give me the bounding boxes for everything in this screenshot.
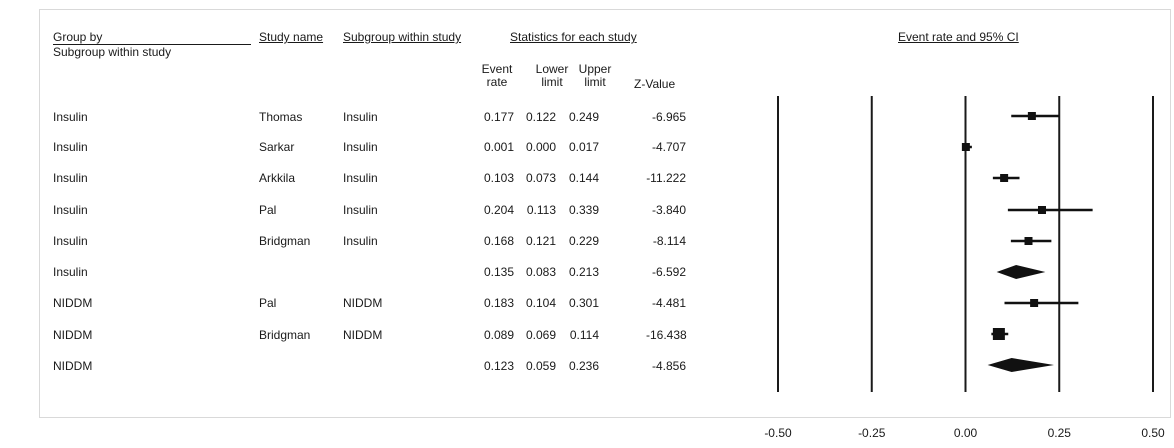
- cell-subgroup: Insulin: [343, 234, 378, 248]
- cell-group: Insulin: [53, 203, 88, 217]
- x-tick-label: 0.00: [954, 426, 978, 440]
- summary-diamond: [987, 358, 1054, 372]
- cell-rate: 0.135: [483, 265, 514, 279]
- cell-z: -16.438: [646, 328, 687, 342]
- cell-subgroup: Insulin: [343, 171, 378, 185]
- x-tick-label: 0.50: [1141, 426, 1165, 440]
- point-marker: [1027, 112, 1036, 120]
- header-study-name: Study name: [259, 30, 324, 44]
- cell-upper: 0.229: [568, 234, 599, 248]
- cell-study: Pal: [259, 296, 277, 310]
- cell-group: NIDDM: [53, 359, 93, 373]
- point-marker: [1030, 299, 1039, 307]
- cell-rate: 0.123: [483, 359, 514, 373]
- cell-z: -3.840: [651, 203, 686, 217]
- header-statistics: Statistics for each study: [510, 30, 637, 44]
- cell-z: -4.856: [651, 359, 686, 373]
- header-event-rate: Event rate: [481, 62, 513, 89]
- cell-rate: 0.204: [483, 203, 514, 217]
- header-subgroup-within-study: Subgroup within study: [343, 30, 462, 44]
- point-marker: [1000, 174, 1009, 182]
- cell-lower: 0.083: [525, 265, 556, 279]
- cell-rate: 0.183: [483, 296, 514, 310]
- cell-group: NIDDM: [53, 296, 93, 310]
- cell-study: Arkkila: [259, 171, 296, 185]
- cell-upper: 0.301: [568, 296, 599, 310]
- cell-upper: 0.144: [568, 171, 599, 185]
- cell-lower: 0.073: [525, 171, 556, 185]
- header-upper-limit: Upper limit: [578, 62, 612, 89]
- header-z-value: Z-Value: [634, 77, 676, 91]
- cell-subgroup: NIDDM: [343, 328, 383, 342]
- point-marker: [961, 143, 970, 151]
- cell-study: Bridgman: [259, 234, 311, 248]
- point-marker: [1038, 206, 1046, 214]
- cell-rate: 0.103: [483, 171, 514, 185]
- cell-subgroup: Insulin: [343, 140, 378, 154]
- cell-group: Insulin: [53, 171, 88, 185]
- point-marker: [1024, 237, 1033, 245]
- figure-frame: [39, 9, 1171, 418]
- cell-z: -11.222: [646, 171, 686, 185]
- cell-group: NIDDM: [53, 328, 93, 342]
- x-tick-label: -0.50: [764, 426, 792, 440]
- cell-subgroup: Insulin: [343, 110, 378, 124]
- cell-study: Sarkar: [259, 140, 295, 154]
- cell-group: Insulin: [53, 140, 88, 154]
- cell-rate: 0.168: [483, 234, 514, 248]
- cell-lower: 0.000: [525, 140, 556, 154]
- cell-group: Insulin: [53, 234, 88, 248]
- cell-z: -6.965: [651, 110, 686, 124]
- cell-lower: 0.069: [525, 328, 556, 342]
- header-lower-limit: Lower limit: [535, 62, 569, 89]
- header-group-by: Group by: [53, 30, 103, 44]
- cell-lower: 0.104: [525, 296, 556, 310]
- cell-z: -8.114: [652, 234, 686, 248]
- cell-group: Insulin: [53, 110, 88, 124]
- cell-upper: 0.017: [568, 140, 599, 154]
- cell-lower: 0.113: [526, 203, 556, 217]
- cell-subgroup: Insulin: [343, 203, 378, 217]
- cell-upper: 0.213: [568, 265, 599, 279]
- cell-lower: 0.122: [525, 110, 556, 124]
- header-group-divider: [53, 44, 251, 45]
- point-marker: [992, 328, 1005, 340]
- cell-subgroup: NIDDM: [343, 296, 383, 310]
- cell-lower: 0.059: [525, 359, 556, 373]
- cell-upper: 0.236: [568, 359, 599, 373]
- cell-group: Insulin: [53, 265, 88, 279]
- cell-rate: 0.089: [483, 328, 514, 342]
- header-subgroup: Subgroup within study: [53, 45, 172, 59]
- cell-lower: 0.121: [525, 234, 556, 248]
- cell-z: -4.707: [651, 140, 686, 154]
- x-tick-label: -0.25: [858, 426, 886, 440]
- cell-z: -6.592: [651, 265, 686, 279]
- cell-z: -4.481: [651, 296, 686, 310]
- cell-study: Bridgman: [259, 328, 311, 342]
- cell-rate: 0.001: [483, 140, 514, 154]
- cell-study: Thomas: [259, 110, 303, 124]
- header-plot-title: Event rate and 95% CI: [898, 30, 1019, 44]
- cell-upper: 0.114: [569, 328, 599, 342]
- x-tick-label: 0.25: [1048, 426, 1072, 440]
- summary-diamond: [996, 265, 1046, 279]
- cell-upper: 0.339: [568, 203, 599, 217]
- cell-upper: 0.249: [568, 110, 599, 124]
- cell-study: Pal: [259, 203, 277, 217]
- cell-rate: 0.177: [483, 110, 514, 124]
